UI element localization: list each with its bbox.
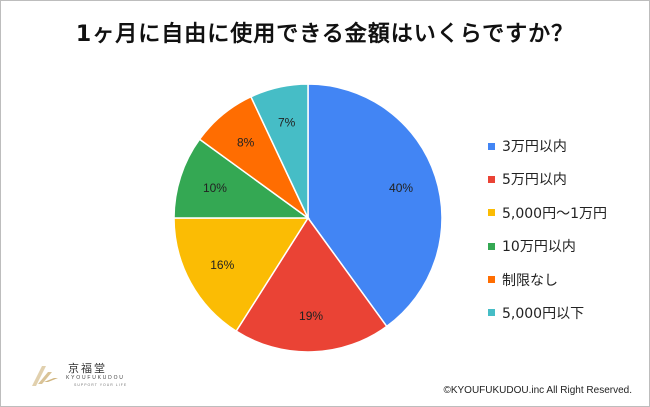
- legend-label-3: 10万円以内: [502, 239, 576, 256]
- legend-swatch-1: [488, 175, 495, 183]
- legend-swatch-2: [488, 209, 495, 217]
- pie-slice-2: [173, 217, 310, 333]
- logo-tagline: SUPPORT YOUR LIFE: [74, 383, 128, 387]
- legend-item-4: 制限なし: [488, 267, 607, 293]
- pie-slice-label-2: 16%: [210, 258, 234, 272]
- pie-slice-1: [235, 216, 388, 353]
- copyright-text: ©KYOUFUKUDOU.inc All Right Reserved.: [443, 385, 632, 396]
- logo-mark-stroke-2: [44, 378, 58, 382]
- pie-slice-0: [307, 83, 443, 328]
- legend-swatch-0: [488, 142, 495, 150]
- legend-swatch-4: [488, 276, 495, 284]
- legend-item-1: 5万円以内: [488, 166, 607, 192]
- pie-slice-label-1: 19%: [299, 309, 323, 323]
- legend-item-3: 10万円以内: [488, 233, 607, 259]
- legend-item-5: 5,000円以下: [488, 300, 607, 326]
- legend-label-5: 5,000円以下: [502, 305, 585, 322]
- legend-swatch-5: [488, 309, 495, 317]
- logo-mark-icon: [32, 366, 58, 386]
- logo-mark-stroke-0: [32, 366, 46, 386]
- pie-slice-label-0: 40%: [389, 181, 413, 195]
- legend-label-2: 5,000円〜1万円: [502, 205, 607, 222]
- logo-mark-stroke-1: [38, 372, 52, 384]
- pie-slice-label-3: 10%: [203, 181, 227, 195]
- logo-name: 京福堂: [68, 362, 107, 375]
- pie-slice-label-4: 8%: [237, 136, 255, 150]
- company-logo: 京福堂 KYOUFUKUDOU SUPPORT YOUR LIFE: [28, 360, 148, 396]
- legend-swatch-3: [488, 242, 495, 250]
- pie-slice-5: [249, 83, 309, 219]
- pie-slice-3: [173, 138, 311, 219]
- chart-title: 1ヶ月に自由に使用できる金額はいくらですか？: [75, 22, 575, 47]
- legend-label-4: 制限なし: [502, 272, 558, 289]
- legend: 3万円以内 5万円以内 5,000円〜1万円 10万円以内 制限なし 5,000円以下: [488, 133, 607, 333]
- legend-item-2: 5,000円〜1万円: [488, 200, 607, 226]
- legend-item-0: 3万円以内: [488, 133, 607, 159]
- legend-label-1: 5万円以内: [502, 172, 567, 189]
- logo-romaji: KYOUFUKUDOU: [66, 375, 125, 381]
- pie-slice-label-5: 7%: [278, 116, 296, 130]
- legend-label-0: 3万円以内: [502, 139, 567, 155]
